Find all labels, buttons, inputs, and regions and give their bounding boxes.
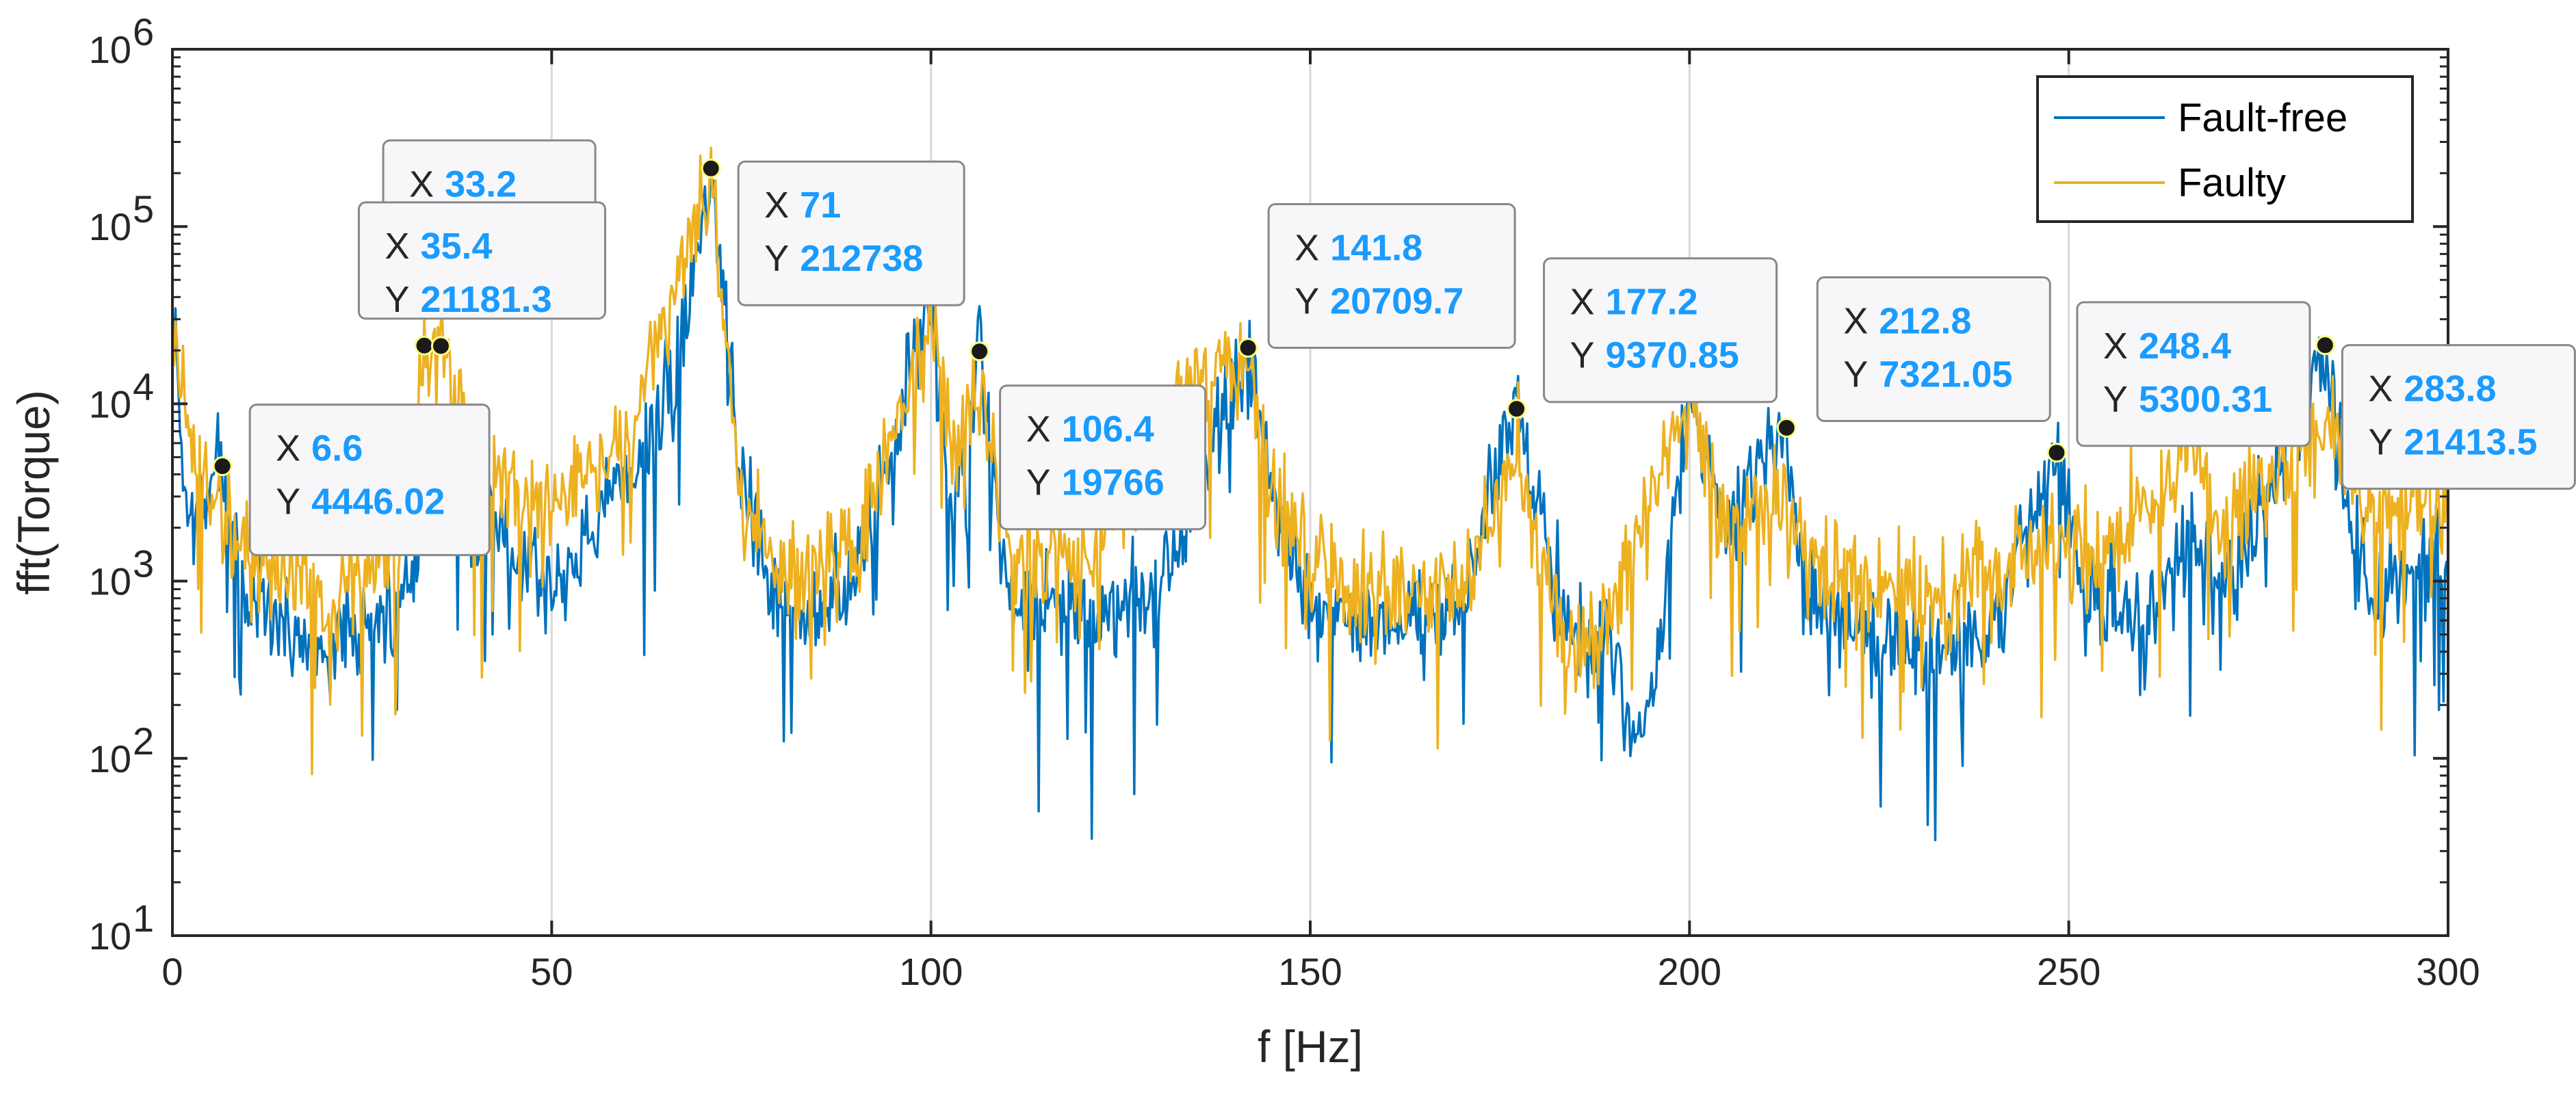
datatip-x-value: 71 [800, 185, 841, 226]
datatip-marker [970, 341, 990, 362]
legend: Fault-free Faulty [2036, 75, 2414, 223]
y-tick-label: 10 [89, 560, 131, 603]
datatip-y-key: Y [1294, 280, 1319, 321]
datatip-marker [2315, 335, 2335, 356]
datatip-y-key: Y [764, 238, 789, 279]
datatip-x-key: X [2368, 369, 2393, 410]
datatip-box [1816, 276, 2051, 423]
datatip-y-value: 212738 [800, 238, 923, 279]
x-tick-label: 100 [899, 950, 963, 993]
datatip-marker [1238, 337, 1258, 358]
series-lines [171, 146, 2449, 841]
datatip-marker [414, 335, 434, 356]
datatip-marker [212, 456, 233, 477]
legend-label-faulty: Faulty [2178, 161, 2286, 205]
datatip-marker [1776, 418, 1797, 438]
datatip-y-value: 21181.3 [420, 279, 551, 320]
y-tick-exponent: 5 [133, 187, 154, 230]
y-tick-label: 10 [89, 914, 131, 958]
x-tick-label: 150 [1278, 950, 1342, 993]
datatip-y-value: 5300.31 [2139, 379, 2272, 420]
y-tick-label: 10 [89, 737, 131, 780]
datatip-y-key: Y [1026, 462, 1051, 503]
datatip-marker [1507, 399, 1527, 419]
datatip-x-key: X [1026, 409, 1051, 450]
datatip-box [1267, 202, 1516, 349]
datatip-x-key: X [276, 428, 300, 469]
y-tick-exponent: 3 [133, 542, 154, 585]
datatip-box [737, 160, 965, 306]
series-line-faulty [171, 146, 2449, 776]
datatip-x-key: X [764, 185, 789, 226]
datatip-x-value: 248.4 [2139, 326, 2231, 367]
datatip-x-key: X [385, 226, 409, 267]
x-tick-label: 50 [530, 950, 573, 993]
datatip-y-value: 21413.5 [2404, 422, 2537, 463]
datatip-markers [212, 158, 2335, 477]
datatip-y-value: 20709.7 [1330, 280, 1463, 321]
legend-label-fault-free: Fault-free [2178, 96, 2347, 140]
y-tick-label: 10 [89, 28, 131, 71]
datatip-x-value: 141.8 [1330, 227, 1422, 268]
y-tick-label: 10 [89, 382, 131, 425]
datatip-x-value: 33.2 [445, 163, 517, 205]
y-tick-exponent: 1 [133, 897, 154, 940]
datatip-box [248, 404, 491, 557]
datatip-y-key: Y [2368, 422, 2393, 463]
datatip-x-key: X [1843, 301, 1868, 342]
datatip-y-key: Y [2103, 379, 2128, 420]
datatip-box [999, 384, 1207, 531]
datatip-box [357, 201, 606, 320]
x-tick-label: 300 [2416, 950, 2480, 993]
datatip-y-value: 19766 [1062, 462, 1165, 503]
datatip-x-value: 6.6 [311, 428, 363, 469]
x-axis-label: f [Hz] [1258, 1021, 1363, 1072]
datatip-x-value: 283.8 [2404, 369, 2496, 410]
x-tick-label: 200 [1658, 950, 1721, 993]
x-tick-label: 250 [2037, 950, 2100, 993]
datatip-y-key: Y [276, 481, 300, 523]
datatip-y-key: Y [1570, 335, 1595, 376]
datatip-box [1543, 257, 1778, 404]
datatip-y-key: Y [1843, 354, 1868, 395]
datatips: X33.2Y21300.6X35.4Y21181.3X6.6Y4446.02X7… [248, 139, 2576, 557]
datatip-marker [2046, 443, 2067, 463]
datatip-marker [430, 336, 451, 356]
y-tick-exponent: 6 [133, 10, 154, 53]
datatip-x-key: X [1294, 227, 1319, 268]
datatip-box [2341, 344, 2576, 490]
y-axis-label: fft(Torque) [8, 390, 59, 595]
x-tick-label: 0 [161, 950, 183, 993]
datatip-x-key: X [1570, 282, 1595, 323]
datatip-x-key: X [2103, 326, 2128, 367]
y-tick-exponent: 2 [133, 720, 154, 763]
datatip-x-key: X [409, 163, 434, 205]
datatip-marker [701, 158, 721, 179]
datatip-y-value: 4446.02 [311, 481, 445, 523]
datatip-x-value: 35.4 [420, 226, 492, 267]
legend-box [2036, 75, 2414, 223]
datatip-x-value: 177.2 [1606, 282, 1698, 323]
datatip-y-value: 9370.85 [1606, 335, 1739, 376]
datatip-box [2076, 301, 2311, 447]
datatip-y-value: 7321.05 [1879, 354, 2012, 395]
y-tick-label: 10 [89, 205, 131, 248]
datatip-x-value: 106.4 [1062, 409, 1154, 450]
datatip-y-key: Y [385, 279, 409, 320]
datatip-x-value: 212.8 [1879, 301, 1971, 342]
y-tick-exponent: 4 [133, 365, 154, 408]
